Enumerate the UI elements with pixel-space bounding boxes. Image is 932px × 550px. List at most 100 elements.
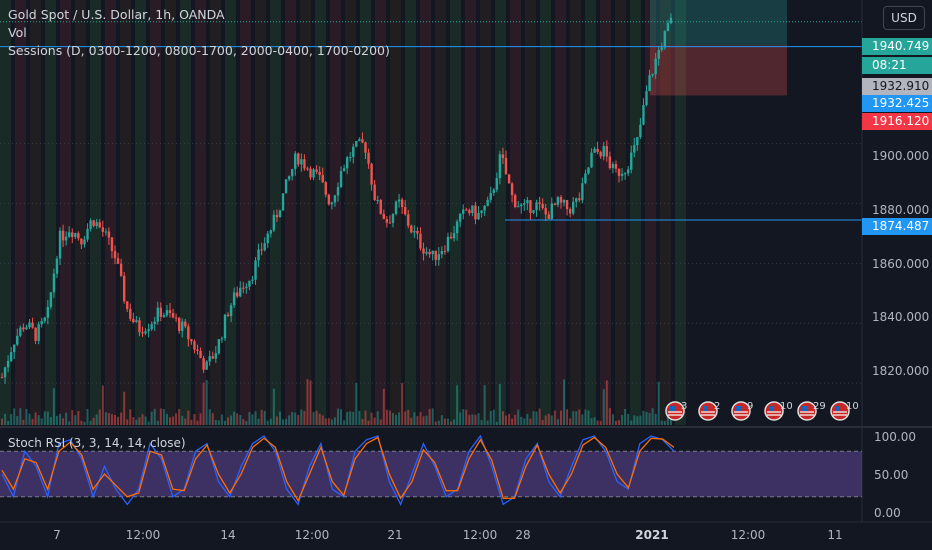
candle-body — [669, 17, 673, 24]
volume-bar — [181, 415, 184, 425]
session-band — [120, 0, 131, 425]
candle-body — [562, 200, 566, 203]
volume-bar — [541, 419, 544, 425]
time-axis-year: 2021 — [635, 528, 669, 542]
candle-body — [541, 203, 544, 209]
volume-bar — [19, 408, 22, 425]
candle-body — [239, 287, 242, 297]
candle-body — [312, 169, 315, 178]
volume-bar — [446, 418, 449, 425]
candle-body — [34, 327, 37, 341]
candle-body — [122, 275, 126, 302]
volume-bar — [645, 411, 648, 425]
candle-body — [361, 139, 364, 143]
volume-bar — [303, 410, 306, 425]
candle-body — [510, 183, 514, 196]
volume-bar — [404, 411, 407, 425]
candle-body — [636, 137, 639, 146]
us-flag-icon: 29 — [797, 401, 826, 421]
event-count: 3 — [681, 401, 687, 412]
candle-body — [657, 50, 660, 59]
volume-bar — [508, 413, 511, 425]
candle-body — [290, 169, 294, 177]
last-price-tag: 1940.749 — [862, 38, 932, 55]
volume-bar — [104, 412, 107, 425]
volume-bar — [55, 415, 58, 425]
volume-bar — [233, 411, 236, 425]
volume-bar — [196, 420, 199, 425]
candle-body — [153, 321, 156, 325]
position-entry-tag: 1932.910 — [862, 78, 932, 95]
candle-body — [71, 232, 74, 237]
volume-bar — [144, 416, 147, 425]
candle-body — [40, 321, 43, 325]
volume-bar — [257, 418, 260, 425]
candle-body — [110, 237, 114, 252]
us-flag-icon: 2 — [698, 401, 720, 421]
candle-body — [278, 210, 282, 218]
candle-body — [43, 317, 46, 322]
candle-body — [553, 203, 557, 205]
volume-bar — [462, 409, 465, 425]
candle-body — [425, 251, 428, 254]
candle-body — [663, 31, 667, 48]
volume-bar — [309, 380, 312, 425]
volume-bar — [269, 418, 272, 425]
candle-body — [501, 154, 505, 159]
volume-bar — [440, 415, 443, 425]
candle-body — [507, 174, 511, 184]
candle-body — [345, 157, 349, 169]
volume-bar — [110, 414, 113, 425]
currency-button[interactable]: USD — [883, 6, 925, 30]
candle-body — [654, 58, 657, 75]
candle-body — [3, 367, 7, 378]
volume-bar — [471, 414, 474, 425]
candle-body — [263, 243, 266, 251]
volume-bar — [395, 414, 398, 425]
candle-body — [455, 221, 459, 234]
flag-canton — [769, 406, 774, 411]
volume-bar — [80, 420, 83, 425]
candle-body — [211, 356, 214, 359]
volume-bar — [291, 412, 294, 425]
candle-body — [107, 231, 111, 238]
candle-body — [184, 321, 187, 327]
stoch-k-line — [1, 434, 675, 507]
candle-body — [138, 320, 141, 333]
volume-bar — [37, 415, 40, 425]
event-count: 9 — [747, 401, 753, 412]
volume-bar — [59, 413, 62, 425]
candle-body — [300, 159, 303, 165]
candle-body — [462, 209, 465, 214]
candle-body — [407, 214, 410, 226]
candle-body — [248, 280, 251, 287]
volume-bar — [602, 389, 605, 425]
volume-bar — [370, 412, 373, 425]
candle-body — [633, 145, 636, 153]
candle-body — [523, 202, 526, 205]
volume-bar — [489, 410, 492, 425]
volume-bar — [627, 413, 630, 425]
session-band — [285, 0, 296, 425]
candle-body — [187, 326, 190, 340]
volume-bar — [532, 411, 535, 425]
candle-body — [52, 273, 56, 293]
volume-bar — [373, 417, 376, 425]
volume-bar — [410, 417, 413, 425]
session-band — [75, 0, 86, 425]
volume-bar — [263, 410, 266, 425]
price-axis-tick: 1880.000 — [872, 203, 930, 217]
candle-body — [434, 250, 437, 260]
volume-bar — [407, 409, 410, 425]
volume-bar — [272, 388, 275, 425]
volume-bar — [10, 414, 13, 425]
candle-body — [126, 301, 129, 310]
volume-bar — [129, 409, 132, 425]
volume-bar — [376, 411, 379, 425]
candle-body — [538, 202, 541, 204]
volume-bar — [379, 419, 382, 425]
candle-body — [617, 168, 621, 176]
candle-body — [623, 173, 627, 175]
volume-bar — [636, 416, 639, 425]
